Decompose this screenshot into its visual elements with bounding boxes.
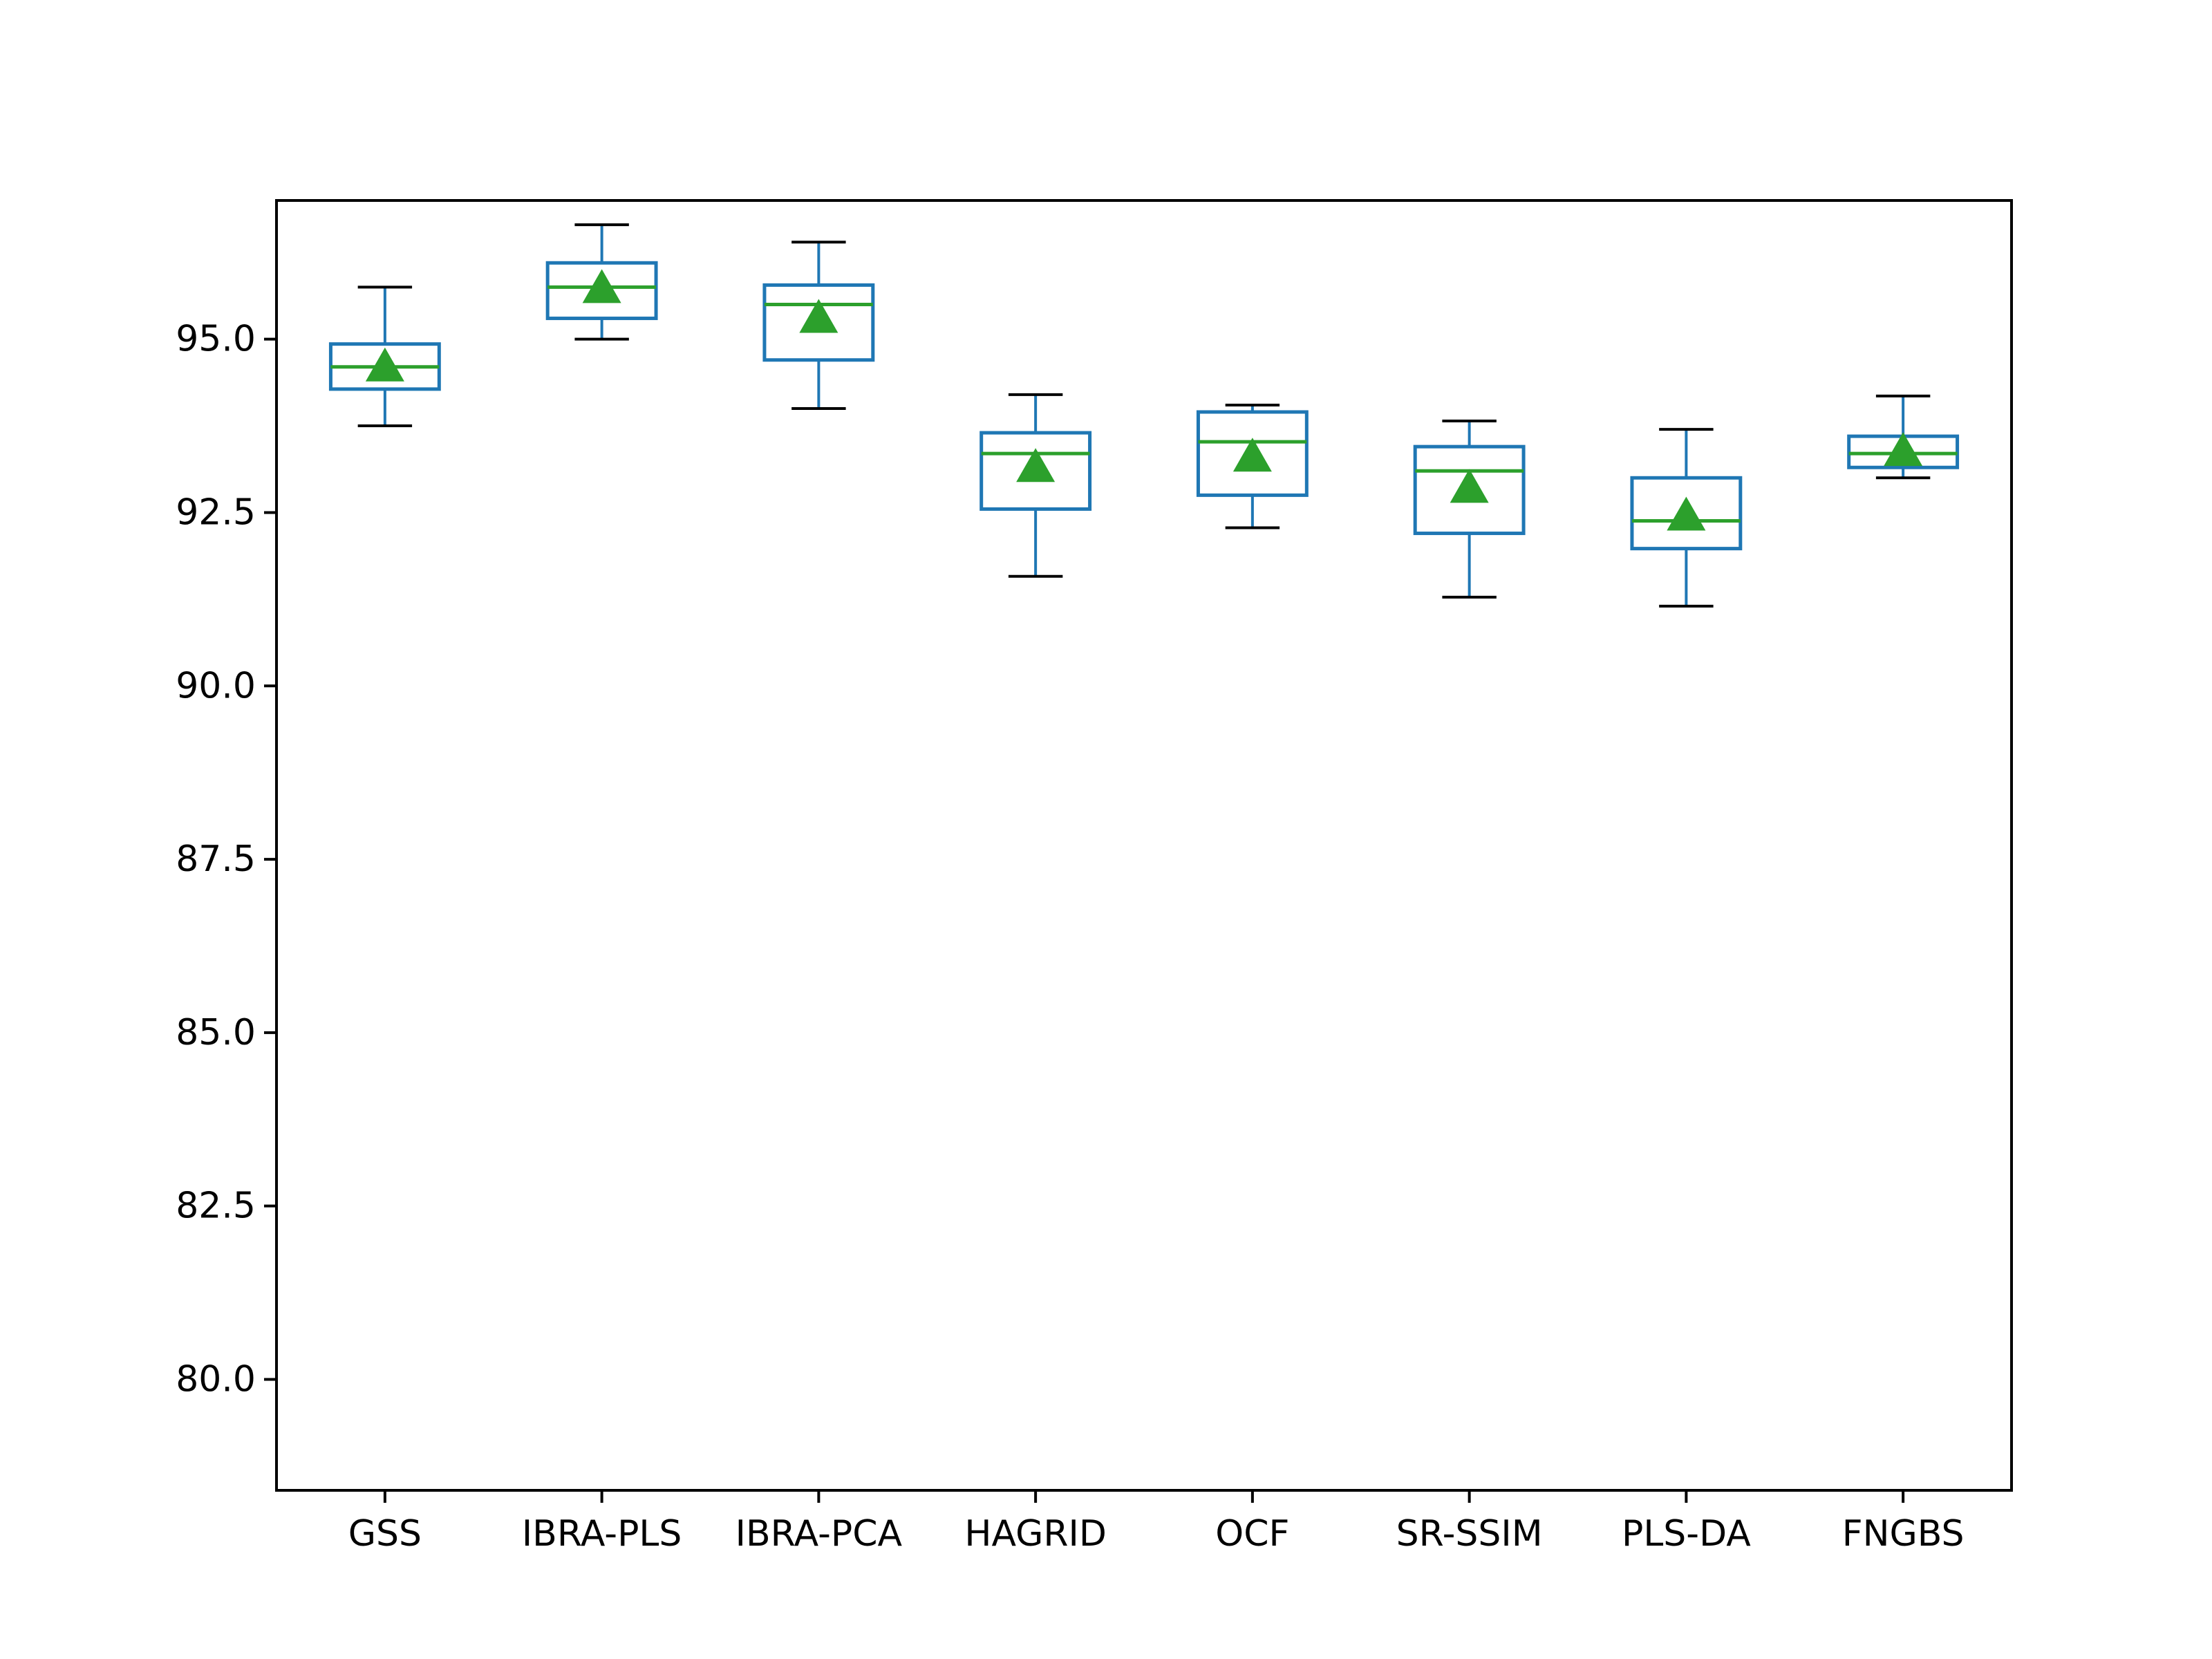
y-tick-label: 80.0 xyxy=(176,1358,256,1400)
y-tick-label: 90.0 xyxy=(176,665,256,706)
box-iqr xyxy=(762,283,875,362)
box-group xyxy=(545,223,658,341)
x-tick-label: HAGRID xyxy=(964,1513,1107,1555)
box-iqr xyxy=(545,261,658,321)
x-tick-label: IBRA-PLS xyxy=(522,1513,682,1555)
x-tick-label: OCF xyxy=(1215,1513,1289,1555)
x-tick-label: FNGBS xyxy=(1842,1513,1965,1555)
y-axis: 80.0 82.5 85.0 87.5 90.0 92.5 95.0 xyxy=(176,319,276,1400)
mean-marker xyxy=(582,269,621,303)
x-tick-label: IBRA-PCA xyxy=(735,1513,903,1555)
mean-marker xyxy=(1450,469,1489,503)
x-axis: GSS IBRA-PLS IBRA-PCA HAGRID OCF SR-SSIM PLS-D… xyxy=(348,1490,1965,1555)
y-tick-label: 82.5 xyxy=(176,1185,256,1227)
y-tick-label: 95.0 xyxy=(176,319,256,360)
x-tick-label: GSS xyxy=(348,1513,422,1555)
mean-marker xyxy=(1016,448,1056,482)
y-tick-label: 92.5 xyxy=(176,491,256,533)
mean-marker xyxy=(1667,496,1706,531)
box-iqr xyxy=(980,431,1092,511)
box-group xyxy=(328,285,441,428)
y-tick-label: 87.5 xyxy=(176,838,256,880)
axes-frame xyxy=(275,199,2013,1492)
mean-marker xyxy=(1232,438,1272,472)
box-group xyxy=(1196,403,1309,529)
box-group xyxy=(762,241,875,410)
y-tick-label: 85.0 xyxy=(176,1012,256,1053)
x-tick-label: SR-SSIM xyxy=(1396,1513,1543,1555)
box-iqr xyxy=(1413,444,1526,536)
box-group xyxy=(1630,428,1743,608)
box-iqr xyxy=(1630,476,1743,551)
plot-area xyxy=(328,223,1960,608)
box-group xyxy=(1847,394,1960,480)
x-tick-label: PLS-DA xyxy=(1622,1513,1751,1555)
box-group xyxy=(980,393,1092,578)
mean-marker xyxy=(799,299,838,333)
mean-marker xyxy=(365,347,404,382)
mean-marker xyxy=(1884,432,1923,467)
box-group xyxy=(1413,420,1526,599)
box-iqr xyxy=(1196,410,1309,497)
